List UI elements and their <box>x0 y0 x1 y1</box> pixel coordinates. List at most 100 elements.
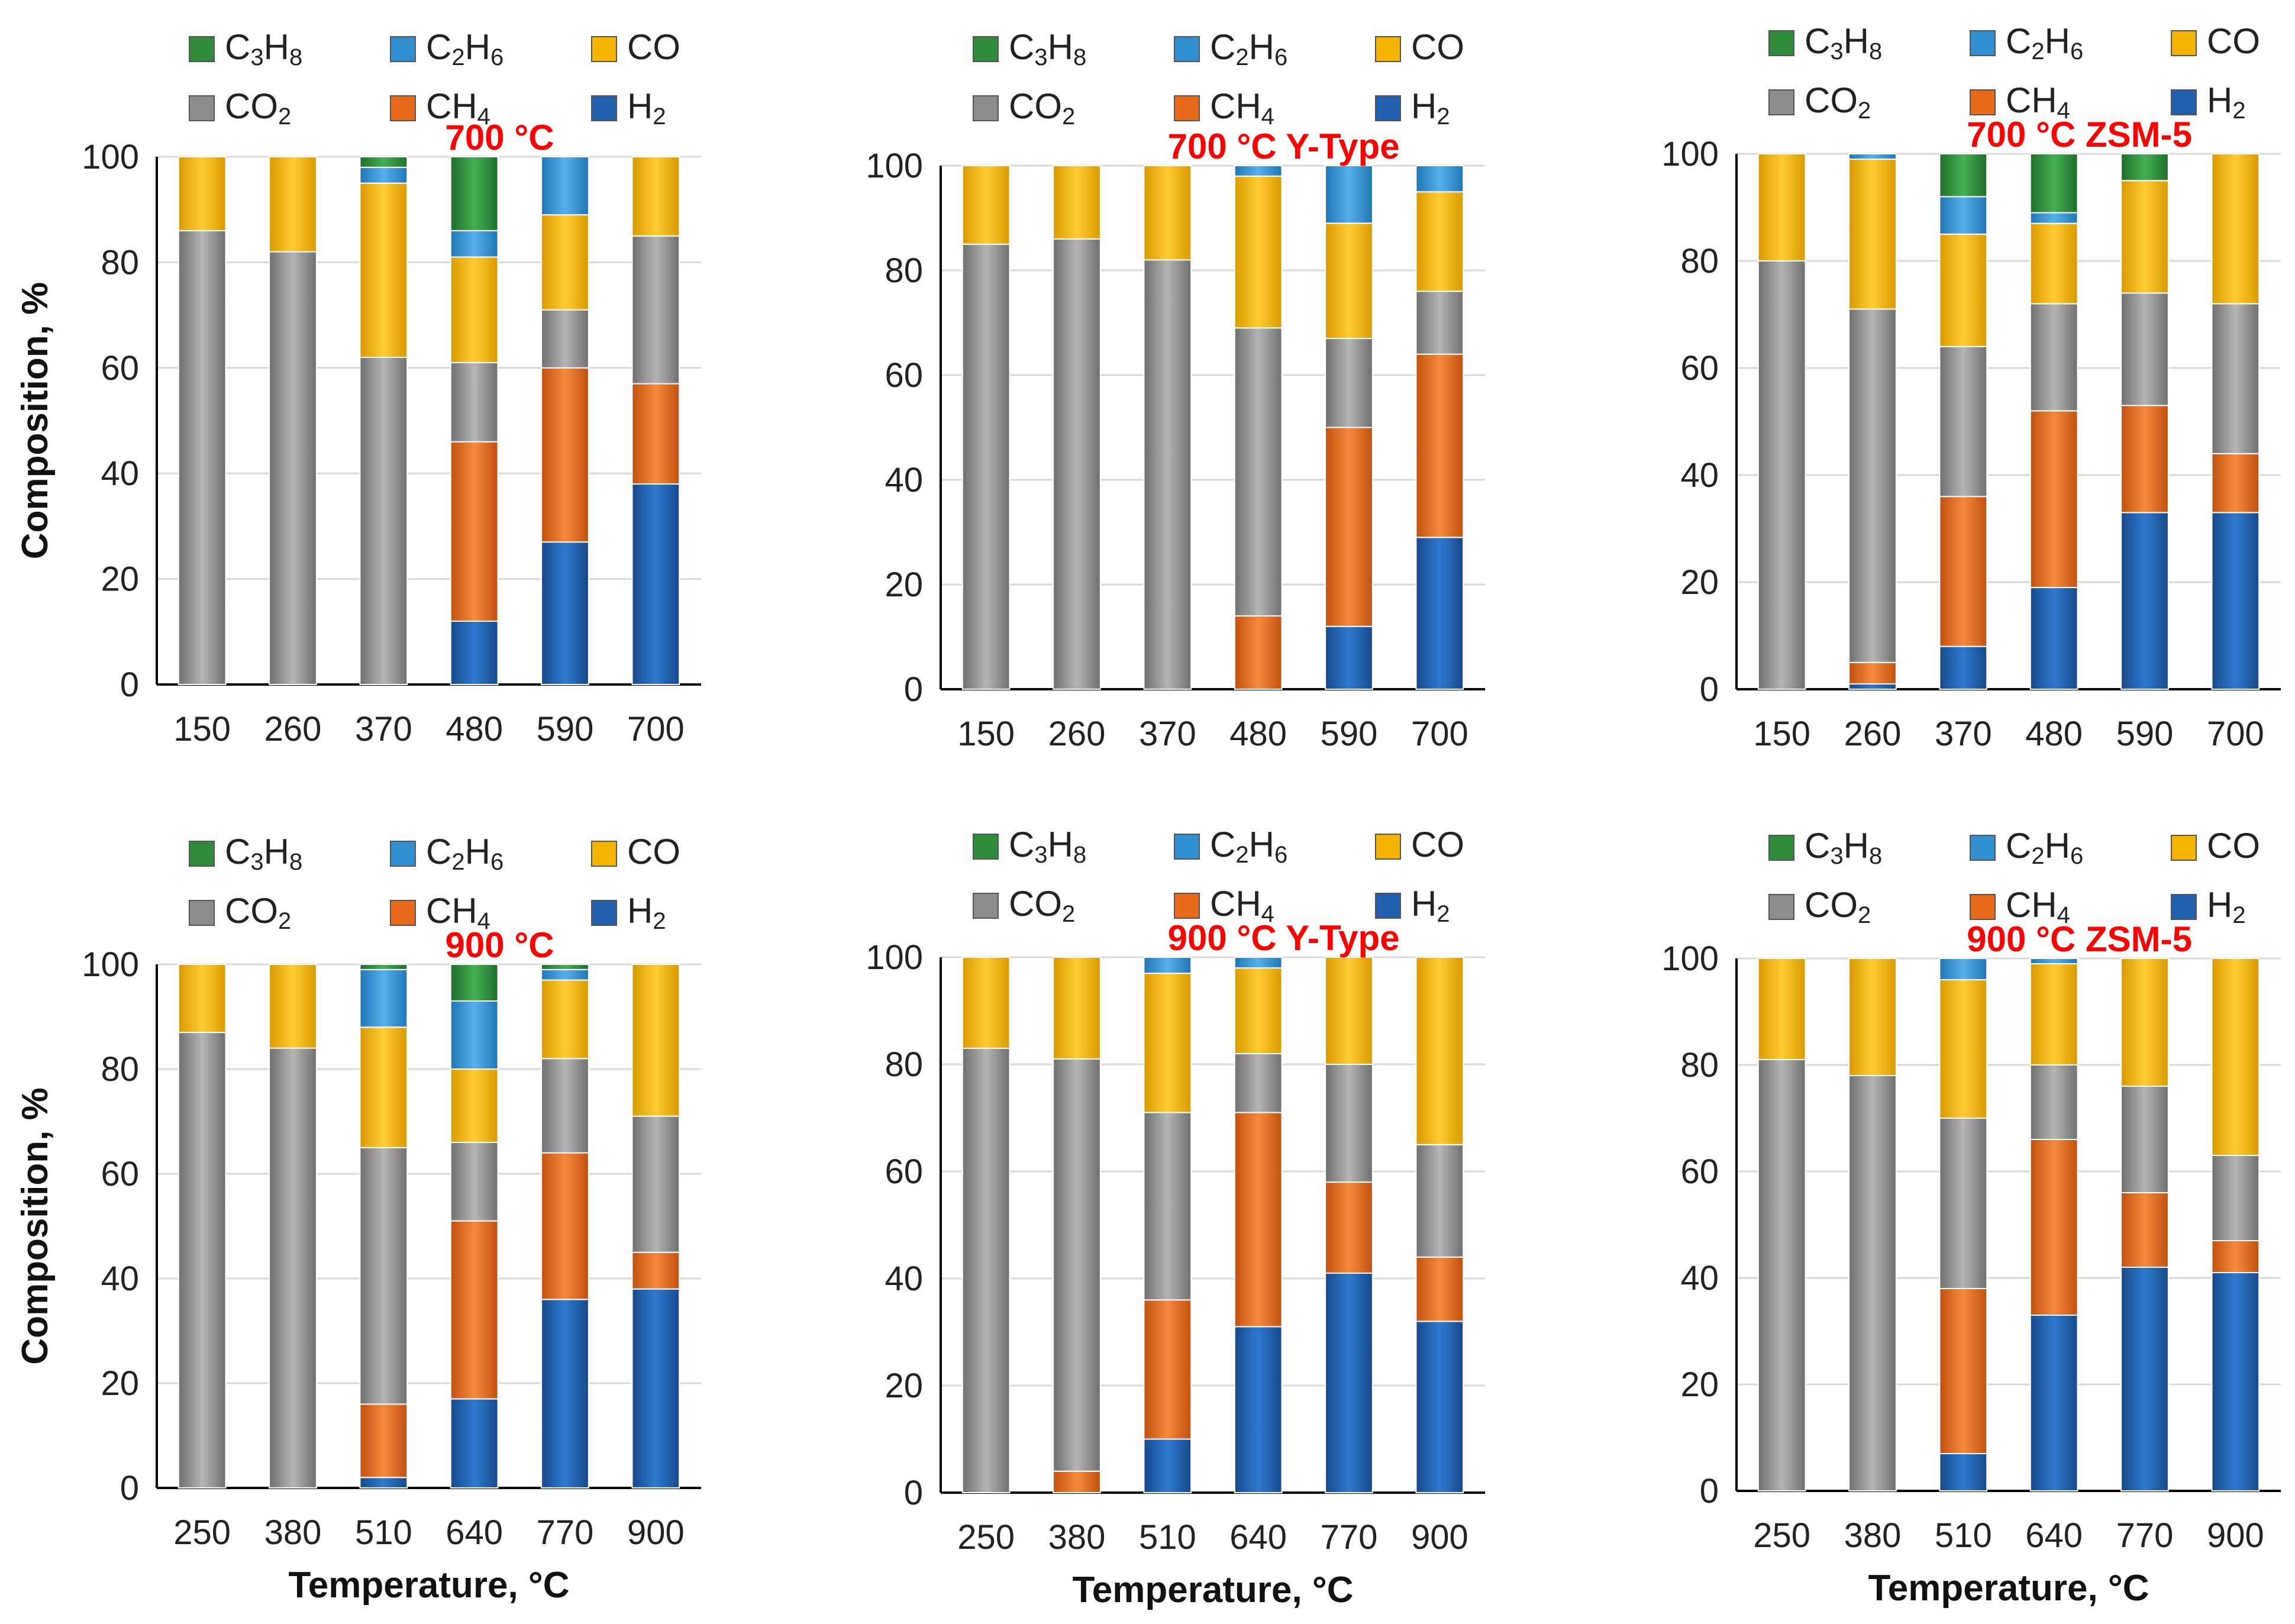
legend-label: CH4 <box>1210 86 1274 130</box>
bar-segment-ch4 <box>1415 353 1464 538</box>
legend-swatch <box>591 36 617 62</box>
legend-swatch <box>1174 834 1200 860</box>
legend-swatch <box>2171 89 2197 115</box>
bar-segment-co <box>1143 973 1192 1113</box>
panel-title: 700 °C <box>446 118 554 157</box>
bar-segment-co2 <box>2120 1086 2169 1193</box>
legend-label: CH4 <box>2006 80 2070 124</box>
panel-title: 900 °C Y-Type <box>1168 918 1400 958</box>
x-tick-label: 380 <box>1048 1518 1106 1557</box>
bar-segment-ch4 <box>2211 453 2260 514</box>
bar-segment-co <box>2211 958 2260 1156</box>
legend-label: CO2 <box>225 891 291 934</box>
x-tick-label: 640 <box>446 1513 503 1552</box>
legend: C3H8 C2H6 CO CO2 CH4 H2 <box>189 27 680 130</box>
bar-segment-co2 <box>1053 238 1101 690</box>
bar-segment-h2 <box>1939 1453 1988 1491</box>
bar-segment-ch4 <box>1939 1288 1988 1454</box>
legend-swatch <box>390 36 416 62</box>
bar-segment-ch4 <box>2120 405 2169 514</box>
bar-segment-c2h6 <box>1939 196 1988 235</box>
legend-swatch <box>1375 95 1401 121</box>
legend-label: H2 <box>2207 80 2246 124</box>
y-tick-label: 0 <box>904 670 923 709</box>
bar-segment-co2 <box>2120 292 2169 406</box>
bar-segment-co2 <box>1757 1059 1806 1491</box>
x-tick-label: 260 <box>1048 715 1106 753</box>
bar-segment-h2 <box>2029 587 2078 690</box>
legend-swatch <box>1768 30 1794 56</box>
y-tick-label: 80 <box>885 1045 923 1084</box>
bar-segment-ch4 <box>2211 1240 2260 1273</box>
bar-segment-h2 <box>1325 625 1373 690</box>
legend: C3H8 C2H6 CO CO2 CH4 H2 <box>1768 826 2260 928</box>
bar-segment-co2 <box>1939 1118 1988 1289</box>
bar-segment-co2 <box>1939 346 1988 498</box>
y-tick-label: 40 <box>1680 1259 1719 1297</box>
bar-segment-co2 <box>269 1047 317 1489</box>
legend: C3H8 C2H6 CO CO2 CH4 H2 <box>189 832 680 934</box>
bar-segment-c2h6 <box>2029 958 2078 964</box>
bar-segment-co <box>631 964 680 1117</box>
bar-segment-h2 <box>450 1398 499 1489</box>
legend-label: CO2 <box>1805 80 1871 124</box>
bar-segment-c3h8 <box>2120 153 2169 182</box>
legend-label: CO2 <box>1805 885 1871 928</box>
legend-label: C3H8 <box>225 832 302 875</box>
x-tick-label: 380 <box>1844 1516 1902 1555</box>
y-tick-label: 100 <box>866 938 923 977</box>
x-tick-label: 590 <box>537 710 594 748</box>
bar-segment-ch4 <box>1234 615 1283 690</box>
bar-segment-c2h6 <box>1143 957 1192 974</box>
bar-segment-h2 <box>2211 1272 2260 1491</box>
bar-segment-co2 <box>2211 303 2260 454</box>
x-tick-label: 480 <box>1229 715 1287 753</box>
x-tick-label: 700 <box>2207 715 2264 753</box>
bar-segment-co <box>1415 191 1464 292</box>
bar-segment-co2 <box>1757 260 1806 690</box>
bar-segment-co2 <box>1143 259 1192 690</box>
legend-swatch <box>1375 36 1401 62</box>
x-tick-label: 590 <box>1321 715 1378 753</box>
legend-label: CH4 <box>426 891 490 934</box>
legend-swatch <box>189 36 215 62</box>
legend: C3H8 C2H6 CO CO2 CH4 H2 <box>973 27 1464 130</box>
x-tick-label: 510 <box>1139 1518 1196 1557</box>
y-axis-title: Composition, % <box>15 1087 56 1364</box>
legend-swatch <box>189 95 215 121</box>
x-tick-label: 260 <box>264 710 322 748</box>
bar-segment-ch4 <box>1053 1470 1101 1494</box>
bar-segment-ch4 <box>2029 410 2078 589</box>
bar-segment-c2h6 <box>1939 958 1988 980</box>
legend-label: C3H8 <box>225 27 302 70</box>
x-tick-label: 480 <box>446 710 503 748</box>
bar-segment-co <box>177 156 227 231</box>
y-tick-label: 80 <box>1680 1046 1719 1084</box>
legend-label: CH4 <box>1210 884 1274 927</box>
legend-label: C2H6 <box>2006 21 2083 64</box>
bar-segment-h2 <box>359 1477 408 1489</box>
bar-segment-co <box>1234 175 1283 329</box>
bar-segment-co2 <box>961 243 1011 690</box>
legend-label: H2 <box>627 86 666 130</box>
bar-segment-co <box>1848 958 1897 1076</box>
legend: C3H8 C2H6 CO CO2 CH4 H2 <box>1768 21 2260 124</box>
bar-segment-co2 <box>450 361 499 443</box>
legend-label: C3H8 <box>1805 826 1882 869</box>
chart-panel-3: 0 20 40 60 80 100 150 260 370 480 590 700 700 °C ZSM… <box>1661 21 2281 753</box>
x-tick-label: 640 <box>1229 1518 1287 1557</box>
legend-label: CO <box>2207 826 2260 866</box>
legend-label: CH4 <box>426 86 490 130</box>
y-tick-label: 20 <box>101 1364 139 1403</box>
bar-segment-co2 <box>1848 308 1897 663</box>
x-tick-label: 480 <box>2025 715 2083 753</box>
bar-segment-h2 <box>1143 1438 1192 1493</box>
bar-segment-co2 <box>450 1141 499 1222</box>
legend-swatch <box>1174 893 1200 919</box>
chart-panel-1: 0 20 40 60 80 100 150 260 370 480 590 700 700 °C Comp… <box>15 27 701 748</box>
legend-swatch <box>1970 894 1996 920</box>
x-tick-label: 370 <box>1139 715 1196 753</box>
bar-segment-h2 <box>2211 512 2260 690</box>
bar-segment-co <box>1053 957 1101 1060</box>
